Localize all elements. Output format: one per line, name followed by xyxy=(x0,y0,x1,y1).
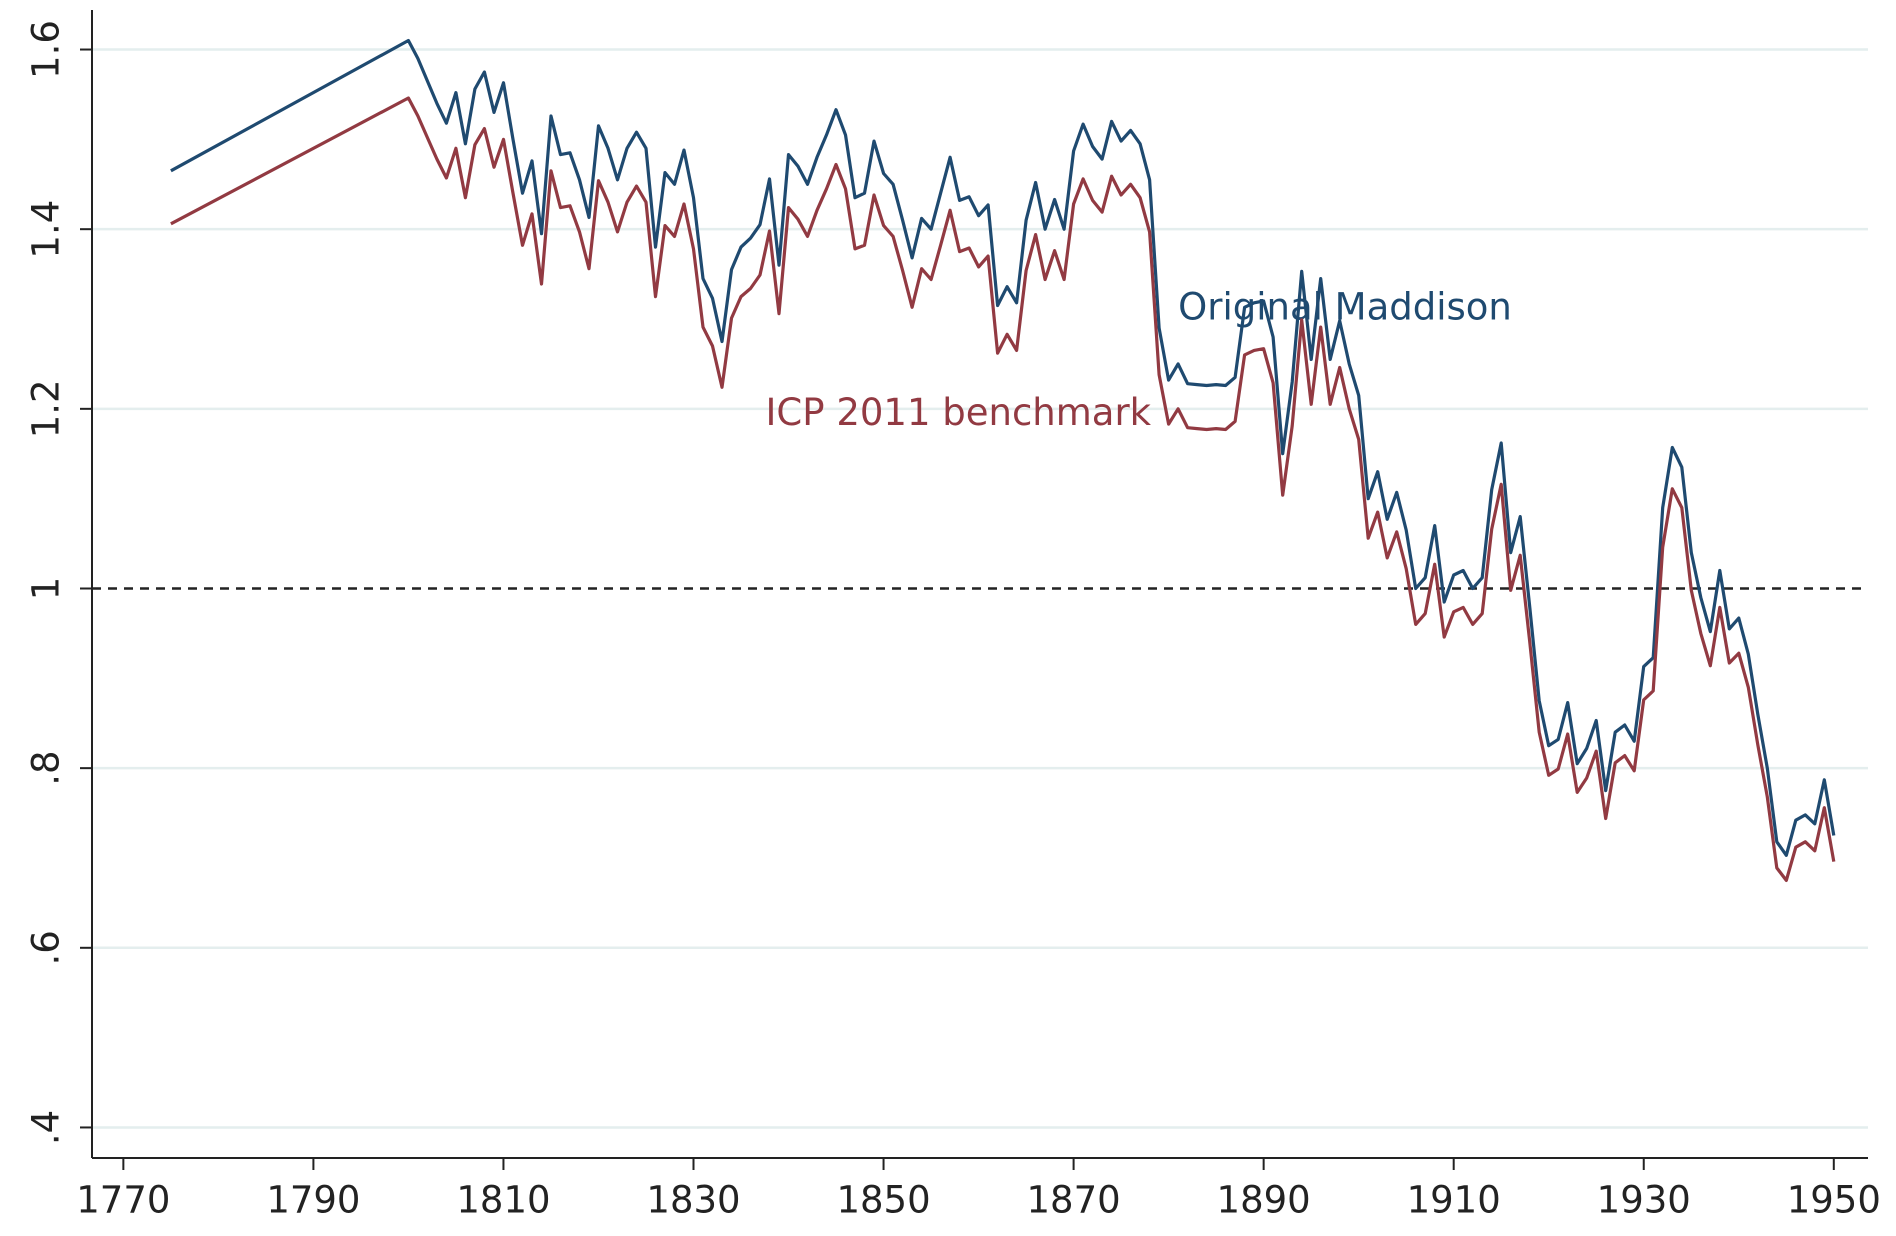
x-tick-label: 1950 xyxy=(1787,1179,1881,1222)
y-tick-label: 1.6 xyxy=(25,20,68,79)
x-tick-label: 1890 xyxy=(1217,1179,1311,1222)
x-tick-label: 1930 xyxy=(1597,1179,1691,1222)
y-tick-label: 1 xyxy=(25,577,68,601)
x-tick-label: 1830 xyxy=(646,1179,740,1222)
x-tick-label: 1870 xyxy=(1027,1179,1121,1222)
y-tick-label: 1.2 xyxy=(25,379,68,438)
y-tick-label: .6 xyxy=(25,930,68,965)
x-tick-label: 1810 xyxy=(456,1179,550,1222)
y-tick-label: 1.4 xyxy=(25,200,68,259)
x-tick-label: 1850 xyxy=(836,1179,930,1222)
y-tick-label: .8 xyxy=(25,750,68,785)
series-line xyxy=(170,38,1836,857)
series-label: ICP 2011 benchmark xyxy=(766,391,1152,434)
series-label: Original Maddison xyxy=(1178,285,1512,328)
series-line xyxy=(170,96,1836,882)
x-tick-label: 1790 xyxy=(266,1179,360,1222)
x-tick-label: 1770 xyxy=(76,1179,170,1222)
x-tick-label: 1910 xyxy=(1407,1179,1501,1222)
y-tick-label: .4 xyxy=(25,1110,68,1145)
